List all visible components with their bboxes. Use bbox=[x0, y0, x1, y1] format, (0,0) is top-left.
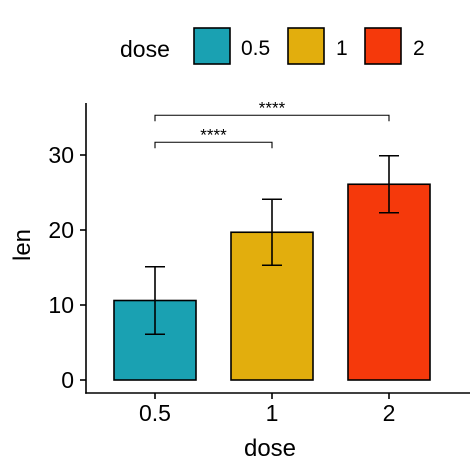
y-tick-label-20: 20 bbox=[48, 217, 74, 243]
y-tick-label-30: 30 bbox=[48, 142, 74, 168]
legend-label-2: 2 bbox=[413, 37, 425, 60]
legend-title: dose bbox=[120, 36, 170, 62]
y-axis-title: len bbox=[9, 229, 36, 261]
x-tick-label-1: 1 bbox=[266, 400, 279, 426]
significance-bracket-2 bbox=[154, 114, 390, 122]
significance-label-2: **** bbox=[259, 98, 286, 117]
bar-2 bbox=[347, 183, 431, 381]
plot-area: **** **** 0 10 20 30 0.5 1 2 bbox=[48, 98, 470, 426]
x-tick-label-0.5: 0.5 bbox=[139, 400, 171, 426]
legend-items: 0.5 1 2 bbox=[193, 27, 425, 65]
x-tick-label-2: 2 bbox=[383, 400, 396, 426]
legend-label-1: 1 bbox=[336, 37, 348, 60]
y-tick-label-0: 0 bbox=[61, 367, 74, 393]
y-tick-label-10: 10 bbox=[48, 292, 74, 318]
legend-key-1 bbox=[287, 27, 325, 65]
legend-key-2 bbox=[364, 27, 402, 65]
significance-bracket-1 bbox=[154, 141, 273, 149]
significance-label-1: **** bbox=[200, 125, 227, 144]
legend-key-0.5 bbox=[193, 27, 231, 65]
legend-label-0.5: 0.5 bbox=[241, 37, 270, 60]
legend: dose 0.5 1 2 bbox=[120, 27, 425, 65]
x-axis-title: dose bbox=[244, 435, 296, 462]
